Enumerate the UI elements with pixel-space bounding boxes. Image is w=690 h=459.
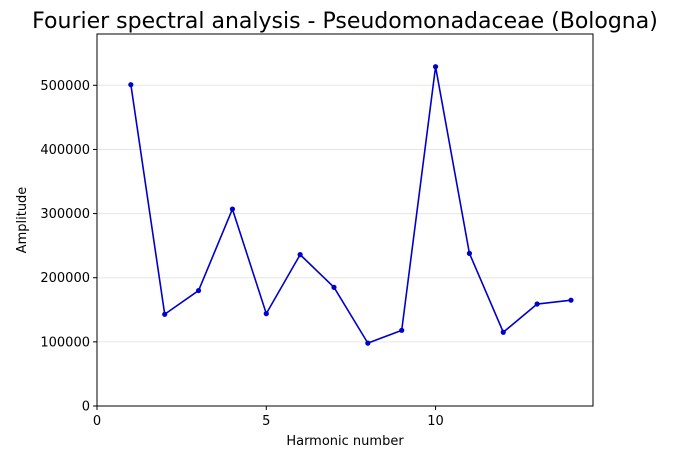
y-axis-label: Amplitude xyxy=(15,187,30,254)
data-point xyxy=(331,284,337,290)
data-point xyxy=(128,82,134,88)
x-tick-label: 5 xyxy=(262,414,270,429)
data-point xyxy=(399,327,405,333)
data-point xyxy=(568,297,574,303)
x-axis-label: Harmonic number xyxy=(286,434,404,449)
x-tick-label: 10 xyxy=(427,414,444,429)
data-point xyxy=(162,311,168,317)
data-point xyxy=(229,206,236,212)
y-tick-label: 400000 xyxy=(40,143,90,158)
data-point xyxy=(432,64,439,70)
plot-area-frame xyxy=(96,33,594,407)
data-point xyxy=(263,311,269,317)
gridlines xyxy=(97,84,593,407)
y-tick-label: 300000 xyxy=(40,207,90,222)
y-tick-label: 100000 xyxy=(40,335,90,350)
data-point xyxy=(365,340,371,346)
data-point xyxy=(195,287,202,294)
data-point xyxy=(466,250,473,256)
data-point xyxy=(297,252,303,258)
series-polyline xyxy=(130,65,572,344)
chart-title: Fourier spectral analysis - Pseudomonada… xyxy=(32,9,658,34)
y-tick-label: 0 xyxy=(82,400,90,415)
x-axis-ticks: 0 5 10 xyxy=(93,406,444,429)
x-tick-label: 0 xyxy=(93,414,101,429)
data-point xyxy=(534,301,540,307)
series-line xyxy=(128,64,574,346)
data-point xyxy=(500,329,506,335)
y-axis-ticks: 0 100000 200000 300000 400000 500000 xyxy=(40,79,97,415)
y-tick-label: 200000 xyxy=(40,271,90,286)
y-tick-label: 500000 xyxy=(40,79,90,94)
